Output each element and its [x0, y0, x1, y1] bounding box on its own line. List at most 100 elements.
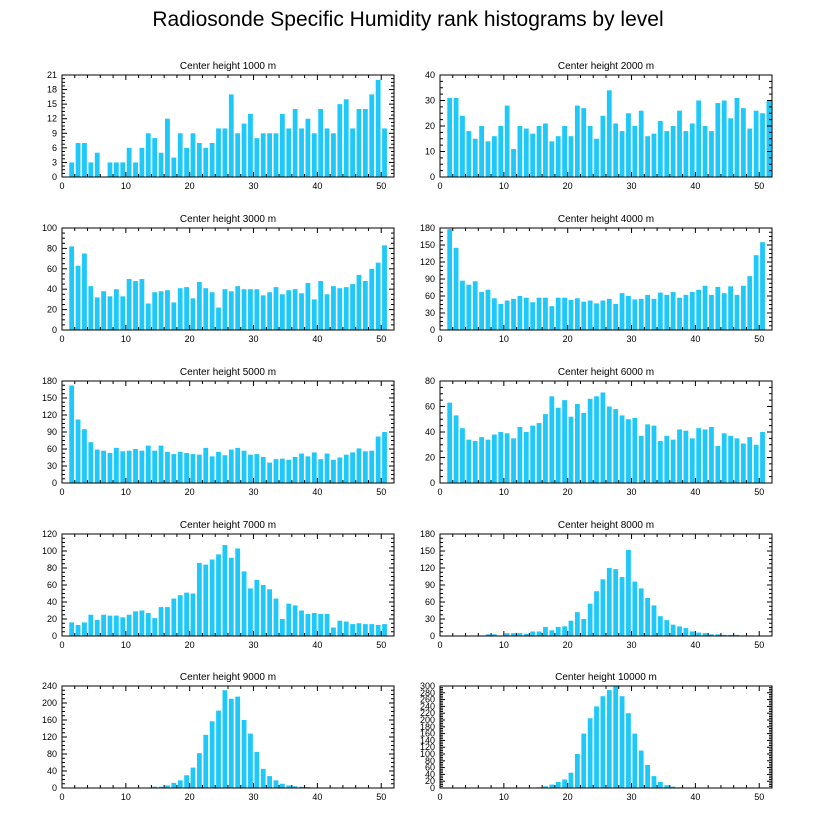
y-tick-label: 160 [420, 729, 435, 739]
histogram-bar [184, 592, 189, 636]
y-tick-label: 60 [425, 597, 435, 607]
y-tick-label: 0 [52, 172, 57, 182]
histogram-bar [222, 289, 228, 330]
histogram-bar [734, 97, 740, 177]
histogram-bar [311, 613, 317, 636]
histogram-bar [581, 301, 587, 330]
histogram-bar [299, 786, 304, 788]
histogram-bar [523, 432, 529, 483]
y-tick-label: 80 [425, 376, 435, 386]
histogram-bar [651, 776, 657, 788]
histogram-bar [382, 624, 387, 636]
histogram-bar [286, 603, 292, 636]
histogram-bar [606, 568, 612, 636]
histogram-bar [447, 229, 453, 330]
histogram-bar [651, 425, 657, 483]
histogram-bar [267, 776, 272, 788]
histogram-bar [273, 459, 279, 483]
x-tick-label: 10 [121, 792, 131, 802]
histogram-bar [568, 299, 574, 330]
histogram-bar [664, 785, 670, 788]
histogram-bar [88, 286, 94, 330]
histogram-bar [511, 633, 516, 636]
histogram-bar [241, 450, 247, 483]
histogram-bar [356, 274, 362, 330]
histogram-bar [721, 100, 727, 177]
histogram-bar [196, 282, 202, 330]
x-tick-label: 30 [249, 334, 259, 344]
histogram-panel-9: Center height 9000 m 0 10 20 30 40 50 0 40 80 120 1… [42, 672, 395, 802]
y-tick-label: 30 [425, 96, 435, 106]
y-tick-label: 60 [47, 580, 57, 590]
panel-frame [61, 685, 395, 789]
histogram-bar [133, 162, 138, 177]
histogram-bar [350, 624, 355, 636]
histogram-bar [479, 126, 484, 177]
histogram-bar [113, 289, 119, 330]
histogram-bar [216, 451, 221, 483]
histogram-panel-5: Center height 5000 m 0 10 20 30 40 50 0 30 60 90 12… [42, 367, 395, 497]
histogram-bar [574, 754, 580, 788]
y-tick-label: 150 [42, 393, 57, 403]
histogram-bar [766, 100, 772, 177]
histogram-bar [466, 284, 472, 330]
histogram-bar [216, 554, 221, 636]
x-tick-label: 0 [59, 792, 64, 802]
histogram-bar [619, 696, 625, 788]
histogram-bar [273, 133, 279, 177]
histogram-bar [228, 291, 234, 330]
y-tick-label: 120 [420, 257, 435, 267]
x-tick-label: 0 [59, 181, 64, 191]
histogram-bar [133, 611, 138, 636]
histogram-panel-8: Center height 8000 m 0 10 20 30 40 50 0 30 60 90 12… [420, 520, 773, 650]
histogram-bar [337, 620, 343, 636]
histogram-bar [145, 445, 151, 483]
x-tick-label: 50 [376, 334, 386, 344]
histogram-bar [664, 435, 670, 483]
histogram-bar [574, 403, 580, 483]
histogram-bar [190, 593, 196, 636]
histogram-bar [677, 110, 682, 177]
histogram-bar [619, 577, 625, 636]
histogram-bar [82, 253, 87, 330]
histogram-bar [337, 104, 343, 177]
histogram-bar [165, 290, 170, 330]
histogram-bar [139, 610, 145, 636]
histogram-bar [734, 634, 740, 636]
histogram-bar [113, 615, 119, 636]
histogram-bar [517, 426, 523, 483]
histogram-bar [107, 615, 113, 636]
y-tick-label: 40 [47, 284, 57, 294]
histogram-bar [318, 613, 324, 636]
histogram-bar [626, 713, 631, 788]
histogram-bar [184, 452, 189, 483]
histogram-bar [517, 296, 523, 330]
histogram-bar [536, 297, 542, 330]
histogram-bar [75, 624, 81, 636]
y-tick-label: 60 [47, 264, 57, 274]
histogram-bar [362, 281, 368, 330]
histogram-bar [158, 445, 164, 483]
x-tick-label: 50 [754, 181, 764, 191]
histogram-bar [581, 733, 587, 788]
histogram-bar [101, 291, 106, 330]
histogram-bar [600, 579, 606, 636]
histogram-bar [228, 94, 234, 177]
histogram-bar [734, 438, 740, 483]
histogram-bar [248, 588, 253, 636]
histogram-bar [177, 133, 183, 177]
x-tick-label: 10 [121, 334, 131, 344]
histogram-bar [530, 631, 536, 636]
histogram-bar [460, 280, 465, 330]
histogram-bar [305, 456, 311, 483]
histogram-bar [536, 126, 542, 177]
panel-title: Center height 9000 m [180, 672, 276, 683]
histogram-bar [657, 120, 663, 177]
histogram-bar [324, 613, 330, 636]
histogram-bar [184, 775, 189, 788]
histogram-bar [184, 287, 189, 330]
y-tick-label: 180 [42, 376, 57, 386]
y-tick-label: 40 [425, 427, 435, 437]
panel-title: Center height 2000 m [558, 61, 654, 72]
x-tick-label: 20 [185, 181, 195, 191]
